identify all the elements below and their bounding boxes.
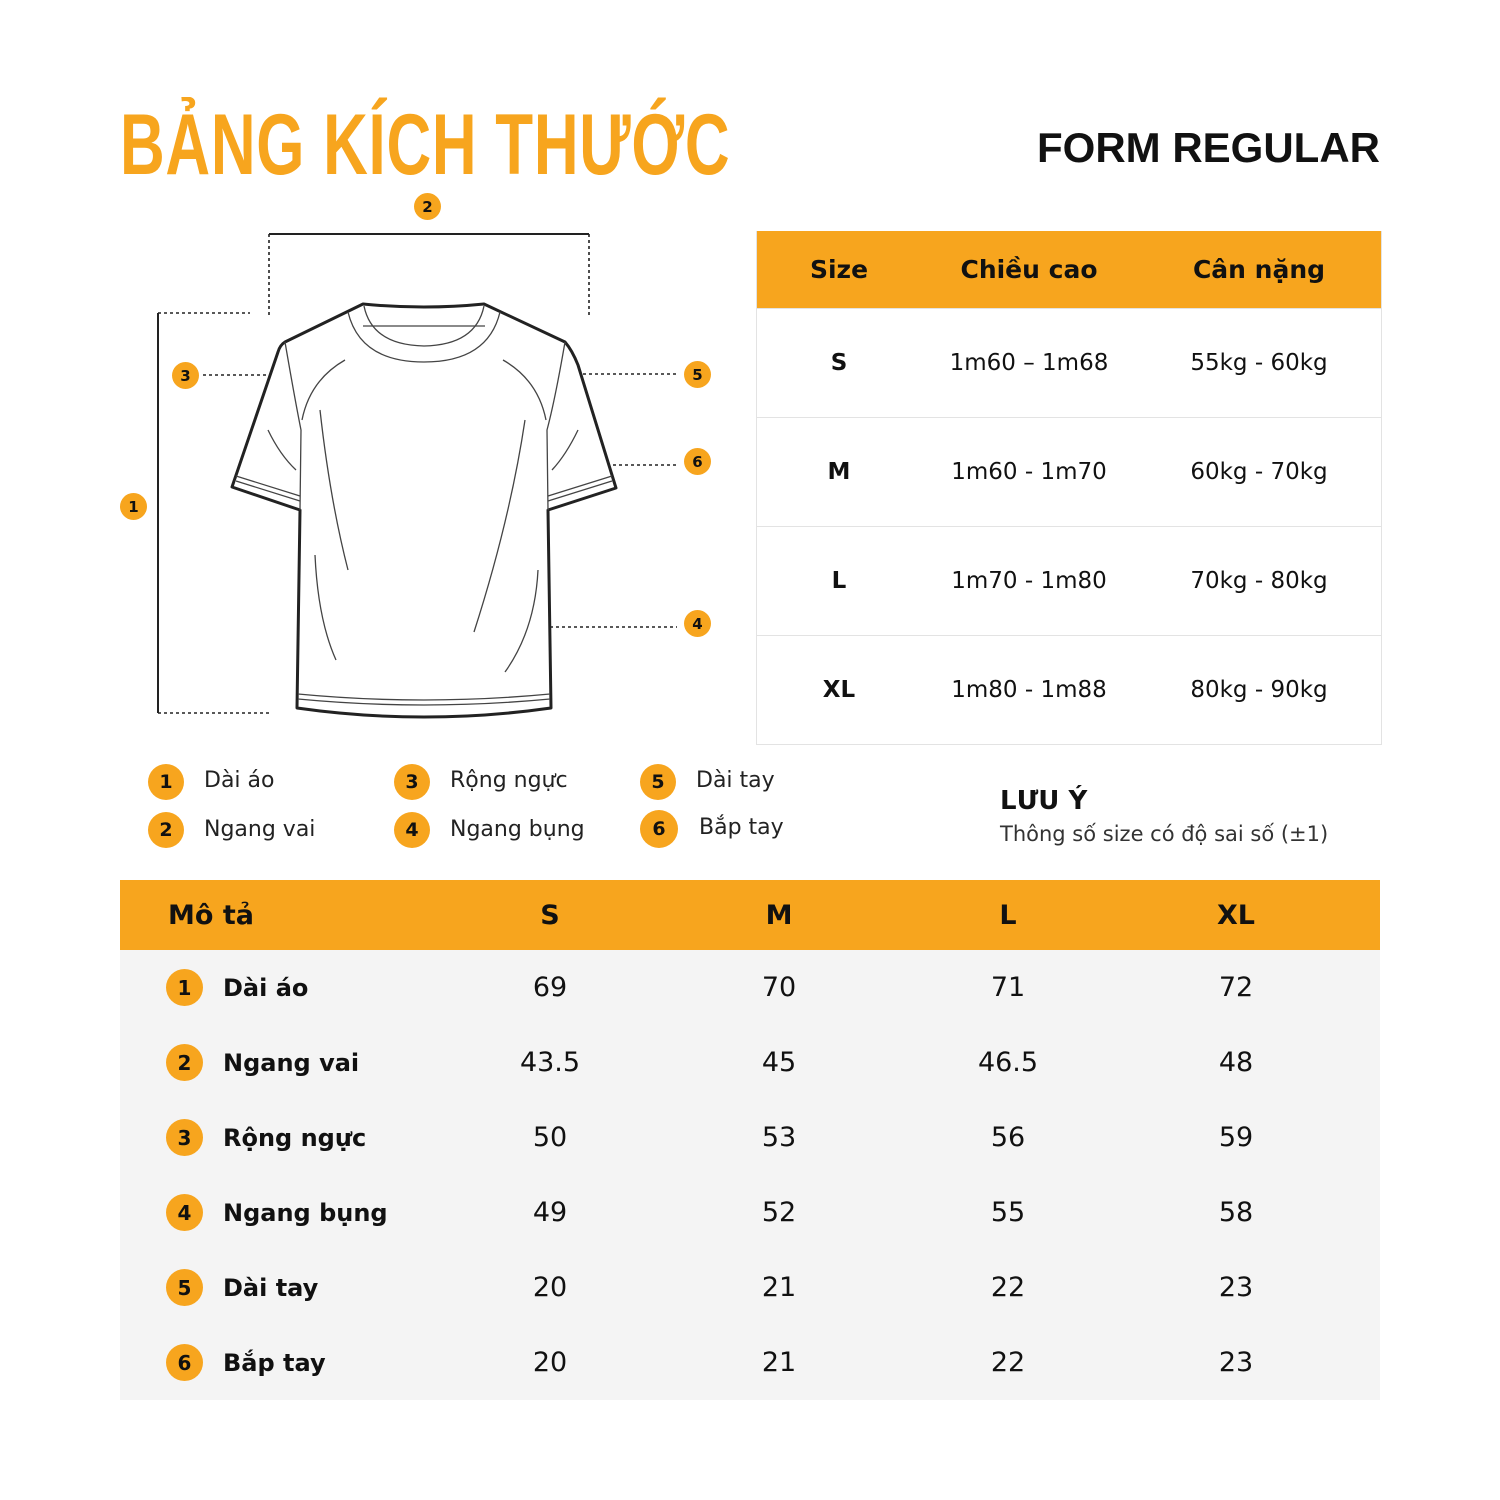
- value-l: 22: [990, 1272, 1026, 1303]
- value-m: 21: [761, 1347, 797, 1378]
- header-height: Chiều cao: [960, 255, 1098, 284]
- table-row: 3 Rộng ngực 50 53 56 59: [120, 1100, 1380, 1175]
- measurement-header: Mô tả S M L XL: [120, 880, 1380, 950]
- value-xl: 59: [1218, 1122, 1254, 1153]
- size-cell: XL: [822, 677, 856, 703]
- table-row: 1 Dài áo 69 70 71 72: [120, 950, 1380, 1025]
- size-table-header: Size Chiều cao Cân nặng: [757, 231, 1381, 308]
- table-row: 5 Dài tay 20 21 22 23: [120, 1250, 1380, 1325]
- row-badge: 4: [166, 1194, 203, 1231]
- legend-label: Dài áo: [204, 768, 275, 793]
- legend-badge: 4: [394, 812, 430, 848]
- form-label: FORM REGULAR: [1037, 124, 1380, 171]
- value-xl: 58: [1218, 1197, 1254, 1228]
- value-m: 45: [761, 1047, 797, 1078]
- header-weight: Cân nặng: [1192, 255, 1326, 284]
- legend-badge: 1: [148, 764, 184, 800]
- value-s: 20: [532, 1347, 568, 1378]
- measurement-table: Mô tả S M L XL 1 Dài áo 69 70 71 72 2 Ng…: [120, 880, 1380, 1400]
- note-text: Thông số size có độ sai số (±1): [1000, 822, 1329, 846]
- legend-badge: 6: [640, 810, 678, 848]
- header-description: Mô tả: [168, 899, 254, 931]
- height-cell: 1m60 – 1m68: [949, 350, 1109, 376]
- legend-badge: 3: [394, 764, 430, 800]
- marker-2: 2: [414, 193, 441, 220]
- table-row: L 1m70 - 1m80 70kg - 80kg: [757, 526, 1381, 635]
- row-badge: 1: [166, 969, 203, 1006]
- table-row: 2 Ngang vai 43.5 45 46.5 48: [120, 1025, 1380, 1100]
- legend-badge: 5: [640, 764, 676, 800]
- row-label: Dài tay: [223, 1273, 319, 1302]
- value-xl: 23: [1218, 1272, 1254, 1303]
- value-l: 55: [990, 1197, 1026, 1228]
- weight-cell: 80kg - 90kg: [1190, 677, 1328, 703]
- height-cell: 1m70 - 1m80: [951, 568, 1107, 594]
- marker-4: 4: [684, 610, 711, 637]
- value-m: 52: [761, 1197, 797, 1228]
- weight-cell: 70kg - 80kg: [1190, 568, 1328, 594]
- row-label: Ngang vai: [223, 1048, 360, 1077]
- row-label: Bắp tay: [223, 1348, 326, 1377]
- table-row: 4 Ngang bụng 49 52 55 58: [120, 1175, 1380, 1250]
- legend-badge: 2: [148, 812, 184, 848]
- legend-label: Ngang vai: [204, 817, 316, 842]
- size-cell: M: [827, 459, 851, 485]
- legend-label: Bắp tay: [699, 815, 784, 840]
- value-m: 21: [761, 1272, 797, 1303]
- row-label: Rộng ngực: [223, 1123, 367, 1152]
- table-row: M 1m60 - 1m70 60kg - 70kg: [757, 417, 1381, 526]
- page-title: BẢNG KÍCH THƯỚC: [120, 97, 731, 193]
- value-l: 71: [990, 972, 1026, 1003]
- tshirt-outline: [230, 302, 618, 719]
- value-s: 69: [532, 972, 568, 1003]
- value-s: 43.5: [519, 1047, 581, 1078]
- size-table: Size Chiều cao Cân nặng S 1m60 – 1m68 55…: [756, 231, 1382, 745]
- marker-6: 6: [684, 448, 711, 475]
- row-label: Dài áo: [223, 973, 309, 1002]
- value-m: 70: [761, 972, 797, 1003]
- marker-1: 1: [120, 493, 147, 520]
- tshirt-diagram: [157, 233, 677, 719]
- row-badge: 6: [166, 1344, 203, 1381]
- value-s: 50: [532, 1122, 568, 1153]
- row-label: Ngang bụng: [223, 1198, 388, 1227]
- row-badge: 2: [166, 1044, 203, 1081]
- row-badge: 3: [166, 1119, 203, 1156]
- measure-guides: [158, 234, 677, 714]
- legend-label: Rộng ngực: [450, 768, 568, 793]
- note-title: LƯU Ý: [1000, 786, 1088, 816]
- value-s: 49: [532, 1197, 568, 1228]
- marker-5: 5: [684, 361, 711, 388]
- value-m: 53: [761, 1122, 797, 1153]
- value-xl: 48: [1218, 1047, 1254, 1078]
- weight-cell: 55kg - 60kg: [1190, 350, 1328, 376]
- value-l: 46.5: [977, 1047, 1039, 1078]
- header-m: M: [765, 899, 793, 931]
- header-size: Size: [809, 255, 869, 284]
- row-badge: 5: [166, 1269, 203, 1306]
- table-row: XL 1m80 - 1m88 80kg - 90kg: [757, 635, 1381, 744]
- value-l: 56: [990, 1122, 1026, 1153]
- size-cell: S: [830, 350, 848, 376]
- table-row: 6 Bắp tay 20 21 22 23: [120, 1325, 1380, 1400]
- table-row: S 1m60 – 1m68 55kg - 60kg: [757, 308, 1381, 417]
- header-s: S: [540, 899, 560, 931]
- value-s: 20: [532, 1272, 568, 1303]
- legend-label: Dài tay: [696, 768, 775, 793]
- header-l: L: [999, 899, 1017, 931]
- height-cell: 1m80 - 1m88: [951, 677, 1107, 703]
- header-xl: XL: [1216, 899, 1256, 931]
- value-xl: 23: [1218, 1347, 1254, 1378]
- legend-label: Ngang bụng: [450, 817, 585, 842]
- height-cell: 1m60 - 1m70: [951, 459, 1107, 485]
- marker-3: 3: [172, 362, 199, 389]
- weight-cell: 60kg - 70kg: [1190, 459, 1328, 485]
- value-xl: 72: [1218, 972, 1254, 1003]
- value-l: 22: [990, 1347, 1026, 1378]
- size-cell: L: [831, 568, 847, 594]
